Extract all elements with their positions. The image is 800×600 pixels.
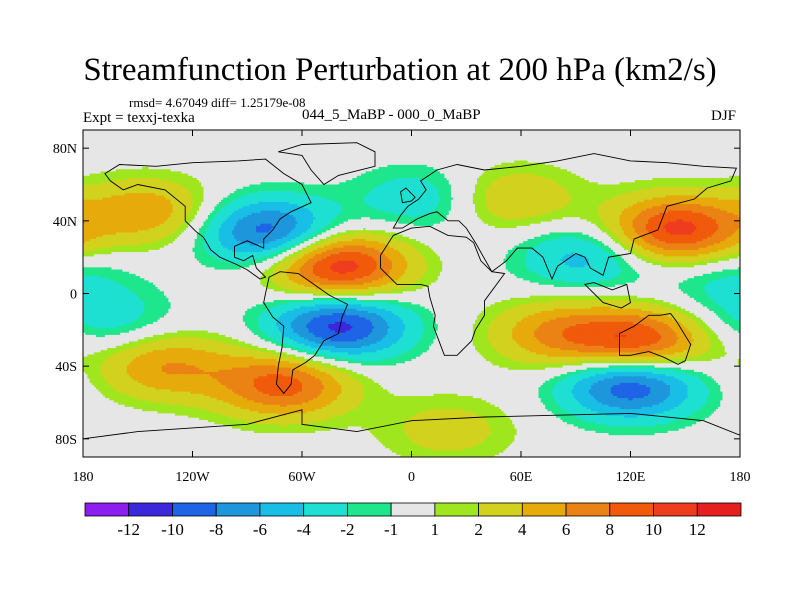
streamfunction-field xyxy=(83,130,743,457)
chart-canvas: 180 120W 60W 0 60E 120E 18080N40N040S80S -12 -1… xyxy=(0,0,800,600)
